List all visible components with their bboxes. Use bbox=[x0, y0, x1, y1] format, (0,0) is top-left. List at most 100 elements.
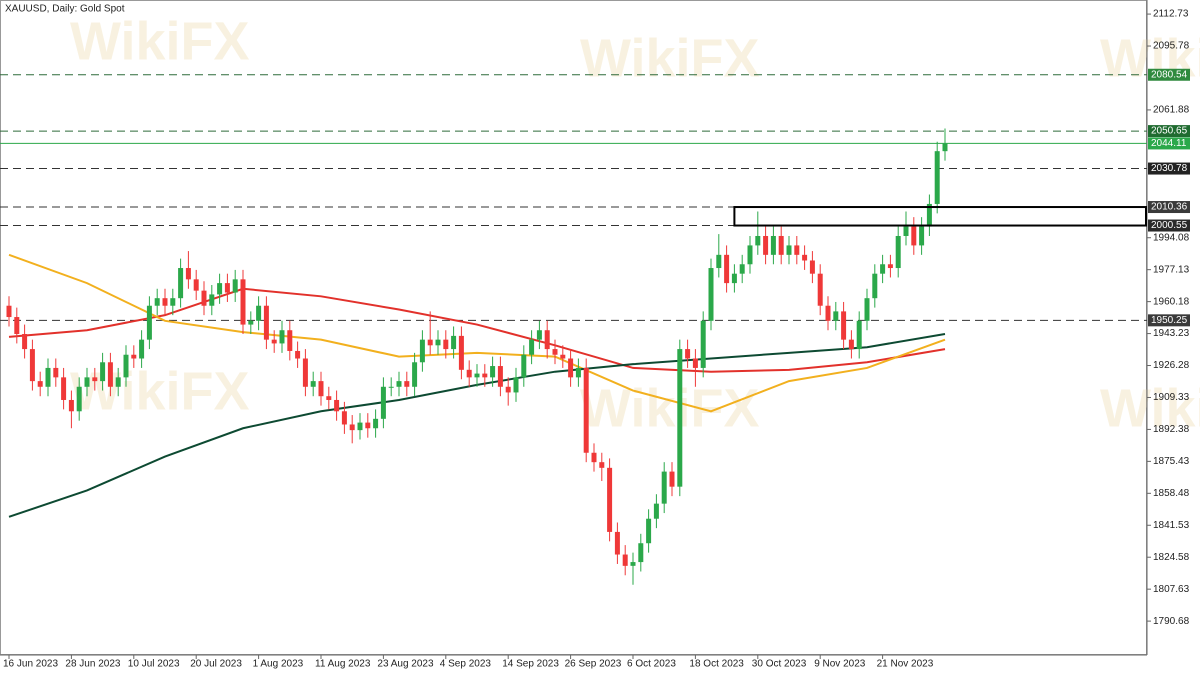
candle-body bbox=[217, 283, 223, 295]
candle-body bbox=[747, 245, 753, 265]
watermark: WikiFX bbox=[580, 378, 760, 438]
candle-body bbox=[326, 396, 332, 400]
y-tick-label: 1790.68 bbox=[1153, 616, 1190, 627]
candle-body bbox=[53, 367, 59, 378]
moving-average-line bbox=[8, 253, 946, 413]
candle-body bbox=[552, 349, 558, 355]
candle-body bbox=[404, 381, 410, 387]
level-label: 2050.65 bbox=[1151, 126, 1188, 137]
candle-body bbox=[653, 503, 659, 519]
candle-body bbox=[513, 377, 519, 393]
candle-body bbox=[825, 305, 831, 321]
candle-body bbox=[6, 305, 12, 318]
candle-body bbox=[271, 339, 277, 344]
zone-box bbox=[733, 206, 1148, 227]
candle-body bbox=[92, 377, 98, 382]
candle-body bbox=[29, 349, 35, 382]
candle-body bbox=[646, 518, 652, 544]
candle-body bbox=[334, 399, 340, 412]
level-label-box bbox=[1148, 137, 1190, 150]
candle-body bbox=[14, 317, 20, 335]
candle-body bbox=[638, 543, 644, 563]
candle-body bbox=[224, 283, 230, 293]
candle-body bbox=[45, 367, 51, 387]
candle-body bbox=[37, 381, 43, 387]
candle-body bbox=[778, 235, 784, 255]
candle-body bbox=[817, 273, 823, 306]
candle-body bbox=[568, 358, 574, 378]
candle-body bbox=[880, 264, 886, 274]
y-tick-label: 1841.53 bbox=[1153, 520, 1190, 531]
candle-body bbox=[934, 151, 940, 204]
candle-body bbox=[427, 339, 433, 346]
x-tick-label: 1 Aug 2023 bbox=[253, 659, 304, 670]
candle-body bbox=[61, 377, 67, 400]
x-tick-label: 14 Sep 2023 bbox=[502, 659, 559, 670]
level-label: 2030.78 bbox=[1151, 163, 1188, 174]
candle-body bbox=[802, 254, 808, 261]
candle-body bbox=[201, 290, 207, 306]
y-tick-label: 1892.38 bbox=[1153, 424, 1190, 435]
candle-body bbox=[661, 471, 667, 504]
candle-body bbox=[396, 381, 402, 387]
chart-title: XAUUSD, Daily: Gold Spot bbox=[5, 4, 125, 15]
x-tick-label: 4 Sep 2023 bbox=[440, 659, 492, 670]
candle-body bbox=[263, 305, 269, 340]
candle-body bbox=[911, 226, 917, 246]
candle-body bbox=[162, 298, 168, 306]
candle-body bbox=[232, 279, 238, 293]
candle-body bbox=[357, 422, 363, 431]
watermark: WikiFX bbox=[70, 361, 250, 421]
candle-body bbox=[365, 422, 371, 429]
candle-body bbox=[84, 377, 90, 387]
candle-body bbox=[193, 279, 199, 291]
candle-body bbox=[887, 264, 893, 269]
candle-body bbox=[708, 268, 714, 321]
candle-body bbox=[755, 235, 761, 246]
candle-body bbox=[724, 254, 730, 284]
candle-body bbox=[123, 354, 129, 378]
y-tick-label: 1807.63 bbox=[1153, 584, 1190, 595]
level-label: 2044.11 bbox=[1151, 138, 1187, 149]
candle-body bbox=[669, 471, 675, 487]
candle-body bbox=[412, 362, 418, 387]
level-label-box bbox=[1148, 162, 1190, 175]
candle-body bbox=[22, 334, 28, 350]
candle-body bbox=[919, 226, 925, 246]
candle-body bbox=[310, 381, 316, 387]
candle-body bbox=[622, 554, 628, 566]
x-tick-label: 18 Oct 2023 bbox=[689, 659, 744, 670]
candle-body bbox=[256, 305, 262, 321]
level-label-box bbox=[1148, 314, 1190, 327]
candle-body bbox=[302, 358, 308, 387]
y-tick-label: 1875.43 bbox=[1153, 456, 1190, 467]
candle-body bbox=[560, 354, 566, 359]
candle-body bbox=[614, 531, 620, 555]
candle-body bbox=[349, 424, 355, 431]
candle-body bbox=[529, 339, 535, 355]
candle-body bbox=[770, 235, 776, 255]
candle-body bbox=[841, 311, 847, 340]
candle-body bbox=[536, 330, 542, 340]
candle-body bbox=[76, 386, 82, 412]
x-tick-label: 11 Aug 2023 bbox=[315, 659, 371, 670]
candle-body bbox=[318, 381, 324, 397]
candle-body bbox=[443, 339, 449, 350]
candle-body bbox=[716, 254, 722, 269]
level-label: 2000.55 bbox=[1151, 220, 1188, 231]
x-tick-label: 10 Jul 2023 bbox=[128, 659, 180, 670]
candle-body bbox=[599, 462, 605, 468]
y-tick-label: 1909.33 bbox=[1153, 392, 1190, 403]
level-label-box bbox=[1148, 219, 1190, 232]
candle-body bbox=[458, 335, 464, 370]
candle-body bbox=[942, 143, 948, 152]
candles bbox=[6, 128, 948, 585]
y-tick-label: 2095.78 bbox=[1153, 41, 1190, 52]
watermark: WikiFX bbox=[580, 28, 760, 88]
y-tick-label: 1943.23 bbox=[1153, 328, 1190, 339]
candle-body bbox=[809, 260, 815, 274]
level-label: 2080.54 bbox=[1151, 69, 1188, 80]
candle-body bbox=[607, 467, 613, 532]
candle-body bbox=[505, 386, 511, 393]
